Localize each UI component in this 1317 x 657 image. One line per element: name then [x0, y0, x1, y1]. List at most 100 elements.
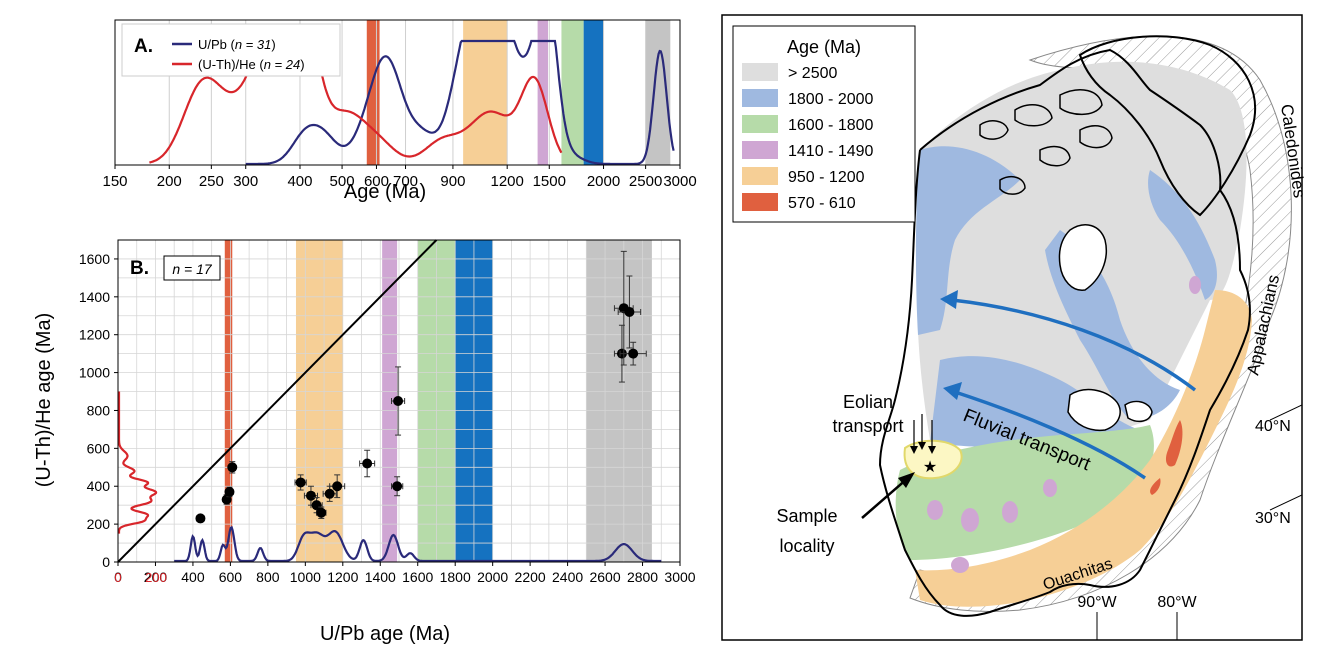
- x-tick-label: 2500: [629, 173, 662, 190]
- x-tick-label: 1600: [402, 569, 433, 585]
- x-tick-label: 300: [233, 173, 258, 190]
- label-lon-90: 90°W: [1077, 594, 1117, 611]
- y-tick-label: 1200: [79, 327, 110, 343]
- panel-a-frame: [114, 19, 681, 166]
- n-box: [163, 255, 221, 281]
- panel-b-kde-curves: [117, 391, 662, 563]
- x-tick-label: 1800: [440, 569, 471, 585]
- n-annotation: n = 17: [172, 261, 213, 277]
- eolian-arrowhead: [928, 446, 936, 454]
- y-tick-label: 1400: [79, 289, 110, 305]
- x-tick-label: 150: [102, 173, 127, 190]
- band-1410-1490: [382, 240, 398, 562]
- band->2500: [586, 240, 652, 562]
- data-point: [391, 366, 406, 436]
- arctic-island: [1014, 103, 1053, 127]
- y-tick-label: 1000: [79, 365, 110, 381]
- x-tick-label: 1400: [365, 569, 396, 585]
- data-point: [619, 341, 647, 366]
- legend-label: > 2500: [788, 65, 837, 82]
- orange-grenville-belt: [915, 290, 1252, 607]
- x-tick-label: 2400: [552, 569, 583, 585]
- panel-b-y-ticks: 0 200 400 600 800 1000 1200 1400 1600: [79, 251, 118, 570]
- hudson-bay-outline: [1058, 224, 1107, 291]
- panel-b-age-bands: [224, 240, 652, 562]
- he-density-tick: 200: [145, 570, 167, 585]
- legend-swatch: [742, 167, 778, 185]
- x-tick-label: 2200: [515, 569, 546, 585]
- legend-label: 1800 - 2000: [788, 91, 874, 108]
- one-to-one-line: [117, 239, 438, 563]
- x-tick-label: 200: [157, 173, 182, 190]
- he-density-tick: 0: [114, 570, 121, 585]
- purple-blob: [927, 500, 943, 520]
- red-rift-belt-2: [1150, 478, 1161, 495]
- eolian-arrowhead: [918, 442, 926, 450]
- x-tick-label: 600: [219, 569, 243, 585]
- data-point: [195, 513, 206, 524]
- legend-label: 950 - 1200: [788, 169, 865, 186]
- y-tick-label: 1600: [79, 251, 110, 267]
- x-tick-label: 2000: [477, 569, 508, 585]
- kde-curve-upb: [245, 39, 675, 166]
- x-tick-label: 700: [393, 173, 418, 190]
- legend-swatch: [742, 63, 778, 81]
- purple-blob: [961, 508, 979, 532]
- transport-arrow-lower: [954, 390, 1146, 480]
- arctic-island: [1079, 125, 1113, 149]
- sample-locality-arrow: [861, 477, 909, 519]
- x-tick-label: 400: [287, 173, 312, 190]
- purple-blob: [951, 557, 969, 573]
- panel-b-x-label: U/Pb age (Ma): [320, 623, 450, 645]
- y-tick-label: 200: [87, 516, 111, 532]
- y-tick-label: 800: [87, 402, 111, 418]
- label-lon-80: 80°W: [1157, 594, 1197, 611]
- sample-star-icon: ★: [923, 459, 937, 476]
- arctic-island: [1039, 145, 1071, 167]
- x-tick-label: 3000: [664, 569, 695, 585]
- kde-curve-uthhe: [149, 39, 563, 164]
- band-1800-2000: [583, 20, 604, 165]
- purple-blob: [1189, 276, 1201, 294]
- legend-upb: U/Pb (n = 31): [198, 37, 276, 52]
- panel-a-legend: A. U/Pb (n = 31) (U-Th)/He (n = 24): [121, 23, 341, 77]
- arctic-island: [999, 176, 1026, 195]
- eolian-arrowhead: [910, 446, 918, 454]
- band-570-610: [224, 240, 233, 562]
- legend-swatch: [742, 89, 778, 107]
- panel-b-frame: [117, 239, 681, 563]
- label-sample-1: Sample: [776, 506, 837, 526]
- panel-a-curves: [149, 39, 675, 166]
- x-tick-label: 2800: [627, 569, 658, 585]
- panel-a-label: A.: [134, 36, 153, 57]
- legend-swatch: [742, 141, 778, 159]
- legend-label: 570 - 610: [788, 195, 856, 212]
- x-tick-label: 1200: [327, 569, 358, 585]
- data-point: [329, 474, 346, 499]
- x-tick-label: 0: [114, 569, 122, 585]
- x-tick-label: 500: [330, 173, 355, 190]
- data-point: [359, 449, 376, 478]
- purple-blob: [1043, 479, 1057, 497]
- y-tick-label: 400: [87, 478, 111, 494]
- x-tick-label: 600: [364, 173, 389, 190]
- x-tick-label: 3000: [663, 173, 696, 190]
- x-tick-label: 2000: [587, 173, 620, 190]
- panel-a-age-bands: [366, 20, 671, 165]
- x-tick-label: 800: [256, 569, 280, 585]
- data-point: [227, 461, 238, 474]
- y-tick-label: 600: [87, 440, 111, 456]
- panel-a-x-label: Age (Ma): [344, 181, 426, 203]
- map-legend: Age (Ma) > 2500 1800 - 2000 1600 - 1800 141…: [732, 25, 916, 223]
- greenland-outline: [1078, 35, 1256, 217]
- arctic-island: [1059, 89, 1103, 116]
- great-lakes-2: [1124, 400, 1153, 423]
- panel-b-x-ticks: 0 200 400 600 800 1000 1200 1400 1600 1800 2000 220…: [114, 562, 696, 585]
- arctic-island: [979, 120, 1009, 140]
- panel-b-points: [195, 250, 647, 524]
- panel-b-label: B.: [130, 258, 149, 279]
- panel-a-kde-plot: 150 200 250 300 400 500 600 700 900 1200 1500 2000 2…: [102, 19, 697, 203]
- x-tick-label: 900: [440, 173, 465, 190]
- panel-b-y-label: (U-Th)/He age (Ma): [33, 313, 55, 487]
